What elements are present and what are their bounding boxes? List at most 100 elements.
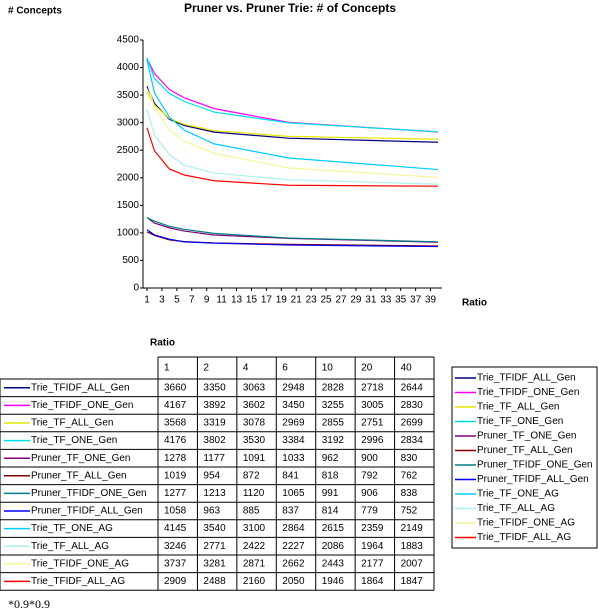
table-cell: 872 [243,470,260,481]
table-cell: 752 [401,506,418,517]
table-cell: 2828 [322,382,345,393]
series-line [146,58,439,133]
table-cell: 3005 [361,400,384,411]
y-tick-label: 4500 [117,35,140,46]
y-tick-label: 2500 [117,145,140,156]
y-tick-label: 500 [122,255,139,266]
table-cell: 1278 [164,453,187,464]
x-tick-label: 19 [276,295,288,306]
y-axis-label: # Concepts [8,6,62,17]
table-cell: 2227 [282,541,305,552]
legend-label: Pruner_TFIDF_ALL_Gen [477,474,589,485]
table-row-name: Trie_TFIDF_ALL_Gen [31,382,130,393]
table-row-name: Pruner_TF_ALL_Gen [31,470,127,481]
table-cell: 838 [401,488,418,499]
y-tick-label: 3500 [117,90,140,101]
legend-label: Trie_TF_ONE_AG [477,489,559,500]
table-row-name: Trie_TFIDF_ONE_AG [31,558,129,569]
table-cell: 2644 [401,382,424,393]
table-cell: 2771 [203,541,226,552]
table-cell: 1864 [361,576,384,587]
table-row-name: Trie_TF_ONE_Gen [31,435,117,446]
series-line [146,86,439,143]
legend-label: Pruner_TF_ALL_Gen [477,445,573,456]
table-cell: 962 [322,453,339,464]
table-cell: 900 [361,453,378,464]
y-tick-label: 1500 [117,200,140,211]
table-cell: 3802 [203,435,226,446]
x-tick-label: 3 [159,295,165,306]
table-row-name: Pruner_TFIDF_ONE_Gen [31,488,147,499]
table-header: 40 [401,363,413,374]
series-line [146,91,439,140]
table-cell: 2996 [361,435,384,446]
table-cell: 906 [361,488,378,499]
table-cell: 3540 [203,523,226,534]
table-cell: 818 [322,470,339,481]
table-cell: 2149 [401,523,424,534]
footnote: *0.9*0.9 [8,597,50,611]
table-cell: 814 [322,506,339,517]
x-tick-label: 9 [204,295,210,306]
table-cell: 3063 [243,382,266,393]
table-cell: 2443 [322,558,345,569]
table-cell: 954 [203,470,220,481]
table-cell: 963 [203,506,220,517]
table-cell: 3892 [203,400,226,411]
table-cell: 2909 [164,576,187,587]
chart-title: Pruner vs. Pruner Trie: # of Concepts [184,1,396,15]
table-cell: 3737 [164,558,187,569]
table-cell: 3602 [243,400,266,411]
table-cell: 4176 [164,435,187,446]
y-tick-label: 4000 [117,62,140,73]
table-cell: 3246 [164,541,187,552]
x-tick-label: 11 [216,295,227,306]
table-cell: 1847 [401,576,424,587]
table-cell: 1277 [164,488,187,499]
table-cell: 2422 [243,541,266,552]
table-cell: 2864 [282,523,305,534]
table-cell: 837 [282,506,299,517]
x-axis-label: Ratio [462,298,487,309]
legend-label: Trie_TFIDF_ONE_Gen [477,387,579,398]
x-tick-label: 7 [189,295,195,306]
table-cell: 991 [322,488,339,499]
table-cell: 1091 [243,453,266,464]
table-cell: 2834 [401,435,424,446]
table-cell: 2699 [401,418,424,429]
table-cell: 3192 [322,435,345,446]
table-row-name: Trie_TF_ALL_AG [31,541,109,552]
table-cell: 841 [282,470,299,481]
table-cell: 1120 [243,488,265,499]
x-tick-label: 37 [410,295,422,306]
table-cell: 1177 [203,453,225,464]
table-cell: 779 [361,506,378,517]
series-line [146,57,439,133]
x-tick-label: 15 [246,295,258,306]
x-tick-label: 25 [321,295,333,306]
x-tick-label: 23 [306,295,318,306]
table-header: 2 [203,363,209,374]
legend-label: Trie_TFIDF_ALL_AG [477,532,571,543]
table-cell: 2830 [401,400,424,411]
table-cell: 762 [401,470,418,481]
legend-label: Pruner_TFIDF_ONE_Gen [477,460,593,471]
series-line [146,127,439,187]
table-cell: 1883 [401,541,424,552]
table-cell: 1058 [164,506,187,517]
table-cell: 2615 [322,523,345,534]
series-line [146,217,439,243]
table-cell: 2488 [203,576,226,587]
series-line [146,229,439,248]
x-tick-label: 35 [395,295,407,306]
table-cell: 3319 [203,418,226,429]
table-cell: 2855 [322,418,345,429]
table-row-name: Trie_TF_ONE_AG [31,523,113,534]
y-tick-label: 0 [133,283,139,294]
table-header: 20 [361,363,373,374]
y-tick-label: 2000 [117,172,140,183]
legend-label: Trie_TF_ONE_Gen [477,416,563,427]
table-cell: 2718 [361,382,384,393]
table-cell: 3078 [243,418,266,429]
